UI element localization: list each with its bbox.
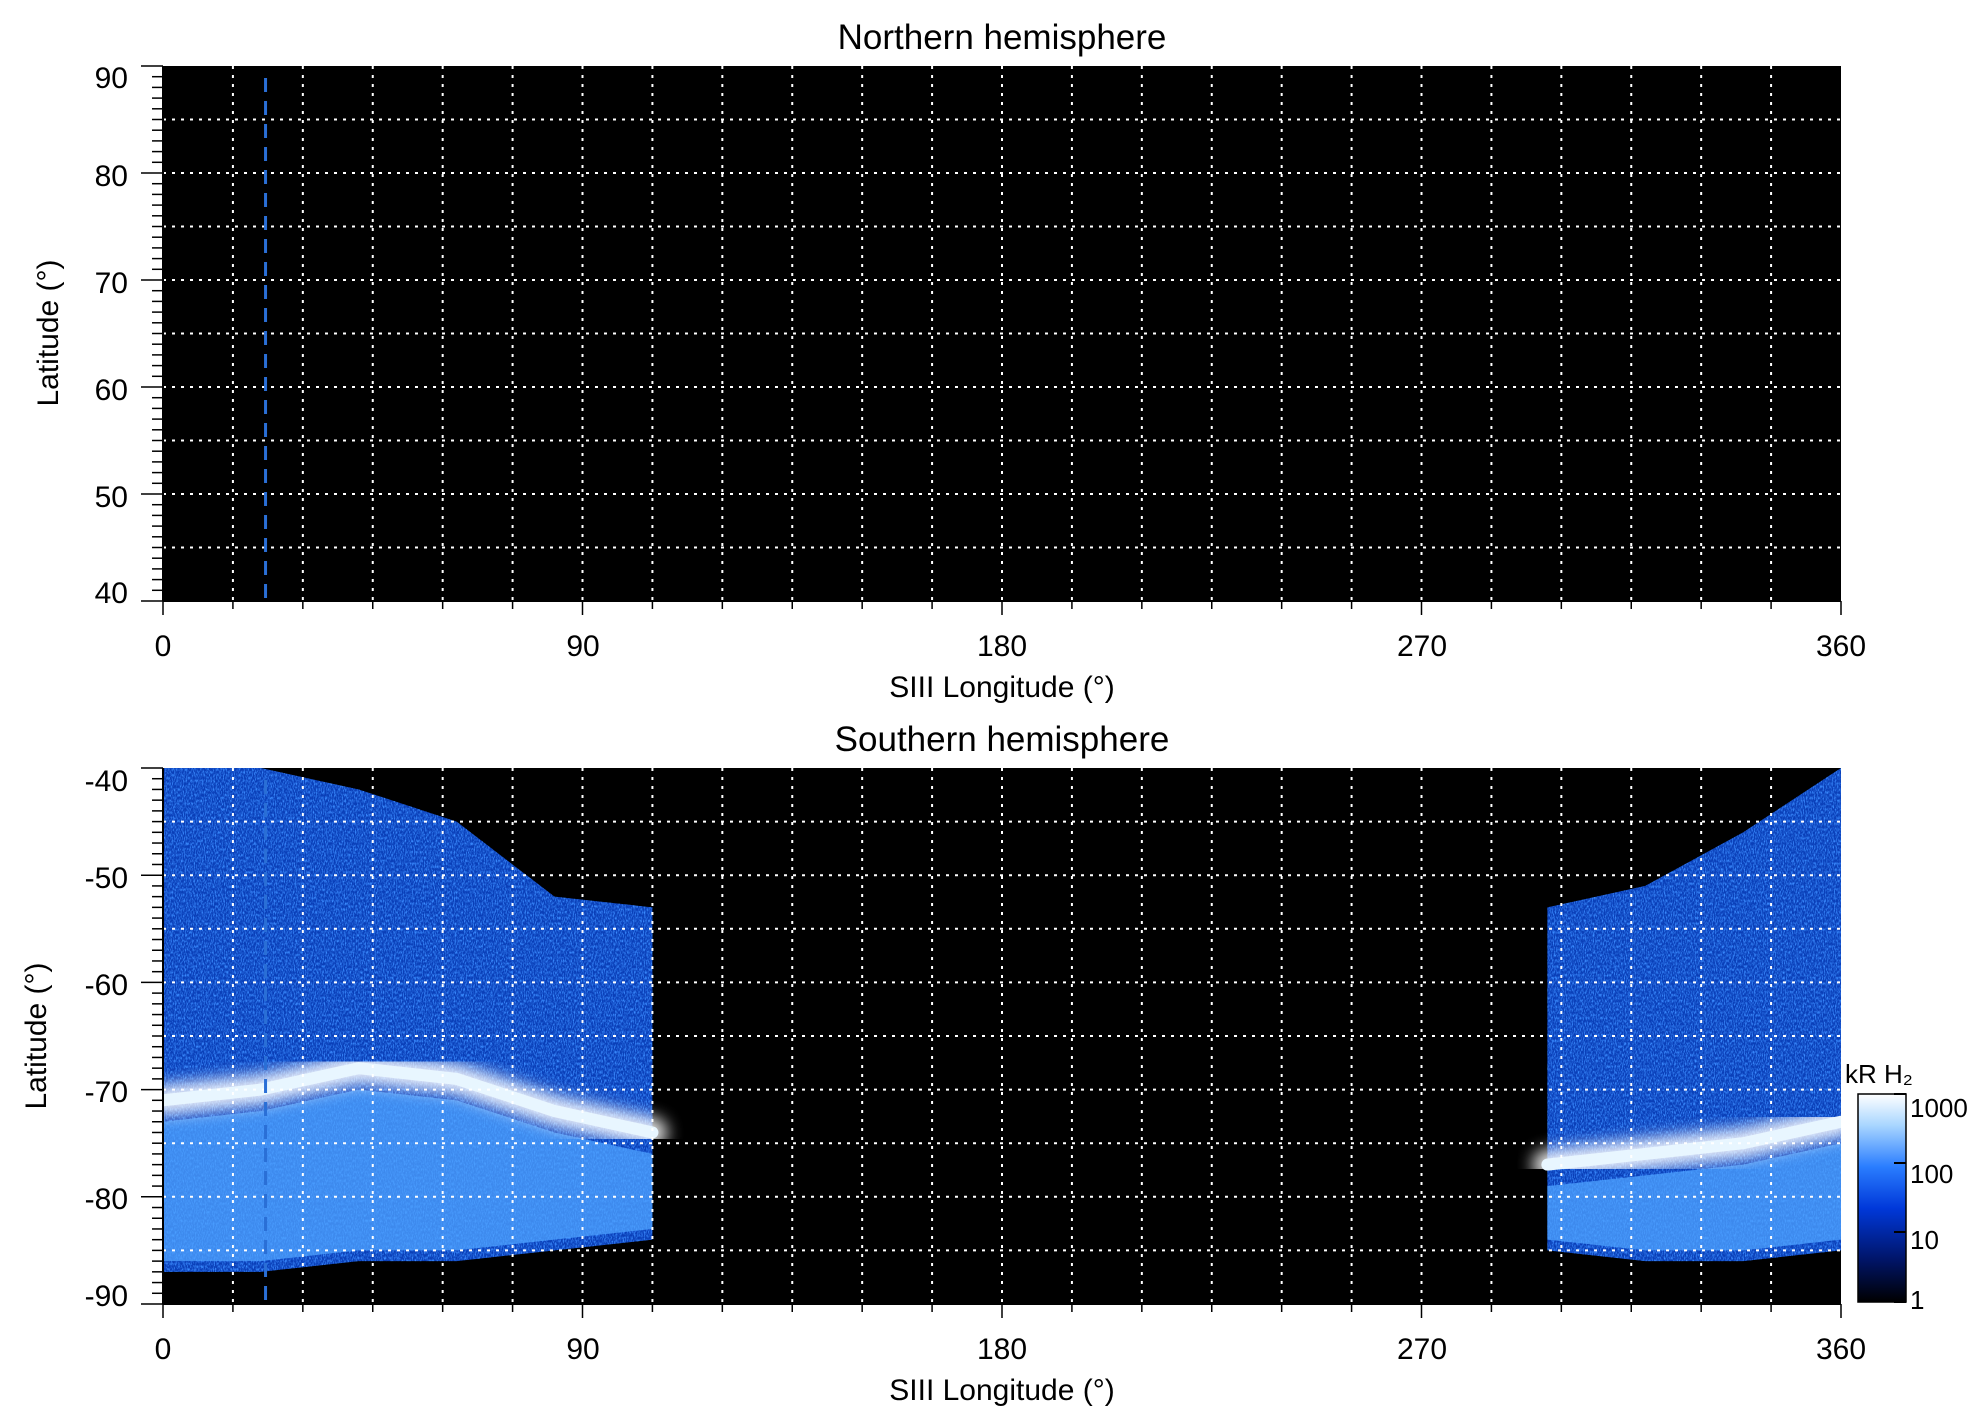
colorbar-tick-label: 100 <box>1910 1159 1953 1189</box>
south-ytick-label: -90 <box>85 1280 128 1313</box>
north-y-tick-labels: 90 80 70 60 50 40 <box>95 62 128 610</box>
emission-diffuse <box>163 1089 653 1262</box>
south-x-tick-labels: 0 90 180 270 360 <box>155 1333 1866 1366</box>
south-y-tick-labels: -40 -50 -60 -70 -80 -90 <box>85 765 128 1313</box>
north-ytick-label: 70 <box>95 267 128 300</box>
south-xtick-label: 180 <box>977 1333 1027 1366</box>
north-xtick-label: 270 <box>1397 630 1447 663</box>
colorbar-gradient <box>1857 1093 1907 1303</box>
south-xtick-label: 270 <box>1397 1333 1447 1366</box>
south-title: Southern hemisphere <box>835 720 1170 759</box>
colorbar-tick-label: 1 <box>1910 1285 1924 1315</box>
south-xtick-label: 0 <box>155 1333 172 1366</box>
main-auroral-oval-core <box>1541 1115 1841 1171</box>
colorbar: kR H₂ 1000 100 10 1 <box>1845 1059 1968 1315</box>
north-ytick-label: 60 <box>95 374 128 407</box>
south-ytick-label: -50 <box>85 862 128 895</box>
panel-south: Southern hemisphere -40 -50 -60 -70 -80 … <box>20 720 1968 1407</box>
south-grid <box>163 768 1841 1304</box>
south-ytick-label: -80 <box>85 1183 128 1216</box>
panel-north: Northern hemisphere 90 80 70 60 50 40 0 … <box>32 18 1866 704</box>
main-auroral-oval-core <box>163 1062 659 1139</box>
north-grid <box>163 66 1841 601</box>
south-xtick-label: 360 <box>1816 1333 1866 1366</box>
colorbar-tick-label: 10 <box>1910 1225 1939 1255</box>
north-ticks <box>141 65 1842 615</box>
north-xtick-label: 360 <box>1816 630 1866 663</box>
colorbar-label: kR H₂ <box>1845 1059 1913 1089</box>
south-emission <box>163 768 1841 1272</box>
north-xtick-label: 0 <box>155 630 172 663</box>
south-ytick-label: -60 <box>85 969 128 1002</box>
colorbar-ticks <box>1894 1093 1906 1303</box>
south-xlabel: SIII Longitude (°) <box>889 1374 1114 1407</box>
south-xtick-label: 90 <box>566 1333 599 1366</box>
north-title: Northern hemisphere <box>838 18 1167 57</box>
north-xlabel: SIII Longitude (°) <box>889 671 1114 704</box>
south-ticks <box>141 767 1842 1318</box>
colorbar-tick-label: 1000 <box>1910 1093 1968 1123</box>
north-xtick-label: 180 <box>977 630 1027 663</box>
north-ytick-label: 40 <box>95 577 128 610</box>
north-ylabel: Latitude (°) <box>32 259 65 406</box>
north-ytick-label: 90 <box>95 62 128 95</box>
north-ytick-label: 80 <box>95 160 128 193</box>
north-x-tick-labels: 0 90 180 270 360 <box>155 630 1866 663</box>
north-ytick-label: 50 <box>95 481 128 514</box>
north-xtick-label: 90 <box>566 630 599 663</box>
south-ytick-label: -70 <box>85 1076 128 1109</box>
south-ytick-label: -40 <box>85 765 128 798</box>
south-ylabel: Latitude (°) <box>20 962 53 1109</box>
